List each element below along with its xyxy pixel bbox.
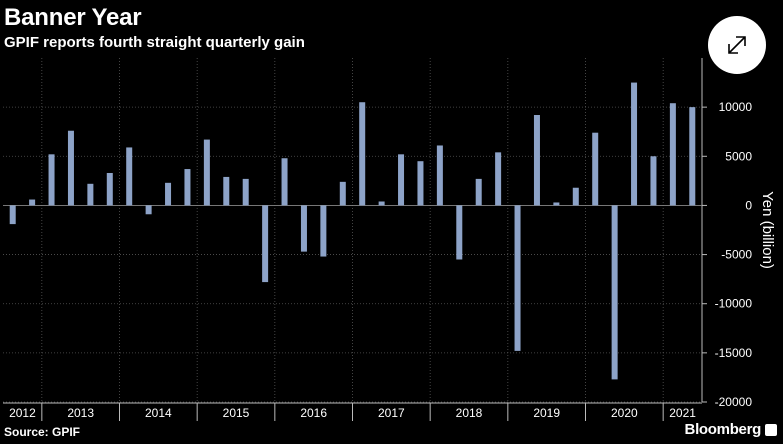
- bar: [456, 205, 463, 260]
- y-tick-label: 0: [745, 198, 752, 212]
- bar: [533, 115, 540, 206]
- expand-arrows-icon: [728, 36, 746, 54]
- x-tick-label: 2020: [611, 406, 638, 420]
- bar: [184, 169, 191, 206]
- bar: [669, 103, 676, 206]
- bar: [9, 205, 16, 225]
- bar: [48, 154, 55, 206]
- bar: [572, 187, 579, 206]
- bar: [359, 102, 366, 206]
- y-tick-label: -20000: [715, 395, 753, 409]
- chart-subtitle: GPIF reports fourth straight quarterly g…: [4, 34, 305, 51]
- bar: [611, 205, 618, 380]
- bar: [339, 181, 346, 206]
- bar: [300, 205, 307, 252]
- expand-button[interactable]: [708, 16, 766, 74]
- bar: [417, 161, 424, 206]
- x-tick-label: 2017: [378, 406, 405, 420]
- chart-title: Banner Year: [4, 4, 142, 31]
- bar: [126, 147, 133, 206]
- x-tick-label: 2015: [223, 406, 250, 420]
- bar: [475, 178, 482, 206]
- bar: [145, 205, 152, 215]
- bar: [398, 154, 405, 206]
- bar: [689, 107, 696, 206]
- x-tick-label: 2018: [456, 406, 483, 420]
- bar: [165, 182, 172, 206]
- y-tick-label: -15000: [715, 346, 753, 360]
- bar: [514, 205, 521, 351]
- x-tick-label: 2014: [145, 406, 172, 420]
- x-tick-label: 2012: [9, 406, 36, 420]
- bar: [553, 202, 560, 206]
- bar: [29, 199, 36, 206]
- x-tick-label: 2021: [669, 406, 696, 420]
- x-tick-label: 2016: [300, 406, 327, 420]
- bar: [281, 158, 288, 206]
- y-axis-label: Yen (billion): [759, 191, 776, 269]
- y-tick-label: -5000: [721, 248, 752, 262]
- y-tick-label: -10000: [715, 297, 753, 311]
- bar: [242, 178, 249, 206]
- bar: [650, 156, 657, 206]
- x-tick-label: 2019: [533, 406, 560, 420]
- bloomberg-logo-icon: [765, 424, 777, 436]
- bar: [67, 130, 74, 206]
- bar: [592, 132, 599, 206]
- source-note: Source: GPIF: [4, 425, 81, 439]
- y-tick-label: 5000: [725, 149, 752, 163]
- bar: [87, 183, 94, 206]
- bar: [223, 176, 230, 206]
- y-tick-label: 10000: [719, 100, 753, 114]
- x-tick-label: 2013: [67, 406, 94, 420]
- bar: [262, 205, 269, 283]
- bar: [106, 172, 113, 206]
- brand-name: Bloomberg: [684, 421, 762, 438]
- bar: [436, 145, 443, 206]
- bar: [495, 152, 502, 206]
- bar: [320, 205, 327, 257]
- bar: [203, 139, 210, 206]
- bar: [378, 201, 385, 206]
- bar: [631, 82, 638, 206]
